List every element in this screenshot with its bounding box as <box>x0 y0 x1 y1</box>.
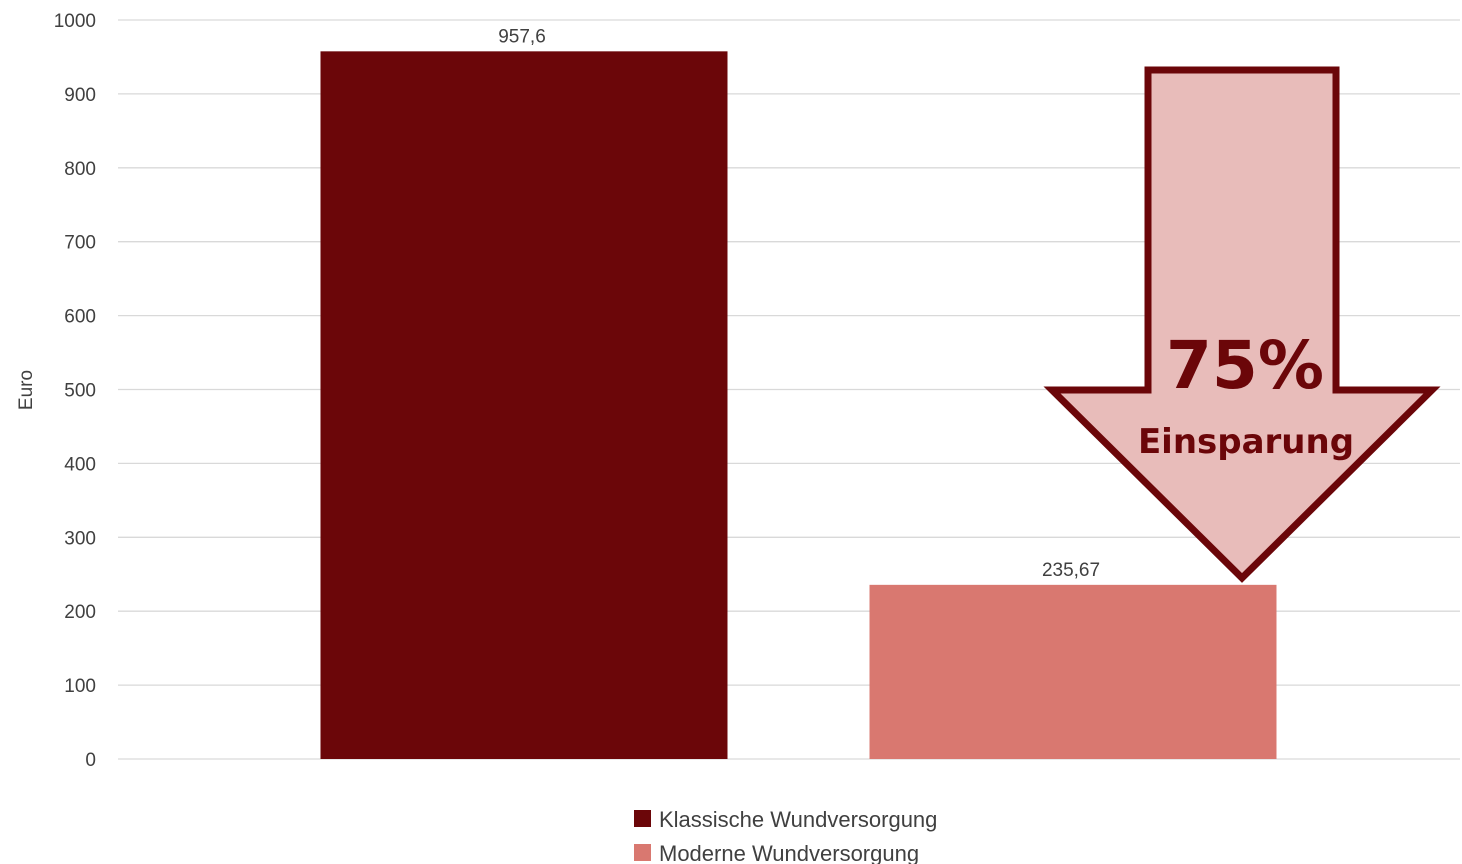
y-tick-label: 100 <box>64 676 96 697</box>
y-tick-label: 200 <box>64 602 96 623</box>
legend: Klassische Wundversorgung Moderne Wundver… <box>634 807 937 864</box>
y-tick-label: 500 <box>64 381 96 402</box>
data-label-1: 957,6 <box>498 26 546 47</box>
y-tick-label: 600 <box>64 307 96 328</box>
bar-1 <box>320 51 728 759</box>
y-tick-label: 0 <box>85 750 96 771</box>
data-label-2: 235,67 <box>1042 560 1100 581</box>
data-labels: 957,6 235,67 <box>498 26 1100 581</box>
y-tick-label: 700 <box>64 233 96 254</box>
savings-percent: 75% <box>1166 327 1324 404</box>
bars <box>320 51 1277 759</box>
y-tick-label: 800 <box>64 159 96 180</box>
savings-label: Einsparung <box>1138 422 1354 462</box>
y-axis-title: Euro <box>16 370 37 410</box>
legend-swatch-2 <box>634 844 651 861</box>
down-arrow-shape <box>1043 66 1441 583</box>
savings-arrow-annotation: 75% Einsparung <box>1043 66 1441 583</box>
bar-2 <box>869 584 1277 759</box>
y-tick-label: 300 <box>64 528 96 549</box>
legend-swatch-1 <box>634 810 651 827</box>
y-tick-label: 900 <box>64 85 96 106</box>
y-tick-label: 400 <box>64 454 96 475</box>
legend-entry-1: Klassische Wundversorgung <box>659 807 937 832</box>
legend-entry-2: Moderne Wundversorgung <box>659 841 919 864</box>
y-axis-ticks: 0 100 200 300 400 500 600 700 800 900 1000 <box>54 11 96 771</box>
y-tick-label: 1000 <box>54 11 96 32</box>
